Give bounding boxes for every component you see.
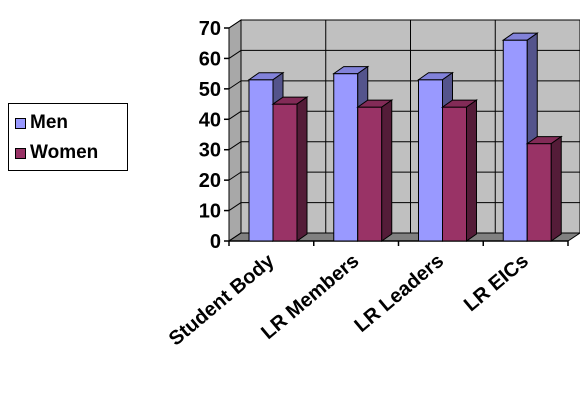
- y-tick-label: 30: [199, 140, 221, 162]
- side-wall: [228, 19, 242, 242]
- y-tick-label: 10: [199, 201, 221, 223]
- side-gridline: [228, 110, 242, 120]
- legend-label-women: Women: [30, 142, 99, 163]
- bar-front: [272, 103, 298, 242]
- side-gridline: [228, 50, 242, 59]
- bar-side: [381, 99, 393, 242]
- bar: [525, 135, 563, 242]
- y-tick-label: 60: [199, 48, 221, 70]
- legend-swatch-women: [15, 147, 26, 159]
- bar: [440, 99, 479, 242]
- side-gridline: [228, 80, 242, 90]
- y-tick-label: 20: [199, 170, 221, 192]
- x-category-label: LR EICs: [460, 250, 533, 316]
- bar-side: [550, 135, 562, 242]
- bar-front: [502, 39, 528, 242]
- bar-side: [296, 96, 308, 242]
- bar: [356, 99, 394, 242]
- bar-front: [357, 106, 383, 242]
- bars: [247, 32, 563, 242]
- side-gridline: [228, 19, 242, 29]
- side-gridline: [228, 141, 242, 151]
- legend-swatch-men: [15, 117, 26, 129]
- bar-front: [526, 143, 552, 242]
- legend-item-men: Men: [15, 112, 68, 134]
- bar-side: [466, 99, 477, 242]
- legend-item-women: Women: [15, 142, 98, 164]
- bar-front: [248, 79, 274, 242]
- bar-front: [442, 106, 467, 242]
- side-gridline: [228, 232, 242, 242]
- bar-front: [418, 79, 443, 242]
- y-tick-label: 40: [199, 109, 221, 131]
- bar: [271, 96, 309, 242]
- legend: Men Women: [8, 103, 128, 171]
- x-category-label: LR Leaders: [350, 250, 448, 337]
- y-tick-label: 0: [210, 231, 221, 253]
- legend-label-men: Men: [30, 112, 68, 133]
- bar-front: [333, 73, 359, 242]
- y-axis-ticks: 0 10 20 30 40 50 60 70: [199, 18, 568, 253]
- side-gridline: [228, 202, 242, 211]
- x-category-label: Student Body: [165, 249, 279, 350]
- y-tick-label: 50: [199, 79, 221, 101]
- side-gridline: [228, 171, 242, 181]
- y-tick-label: 70: [199, 18, 221, 40]
